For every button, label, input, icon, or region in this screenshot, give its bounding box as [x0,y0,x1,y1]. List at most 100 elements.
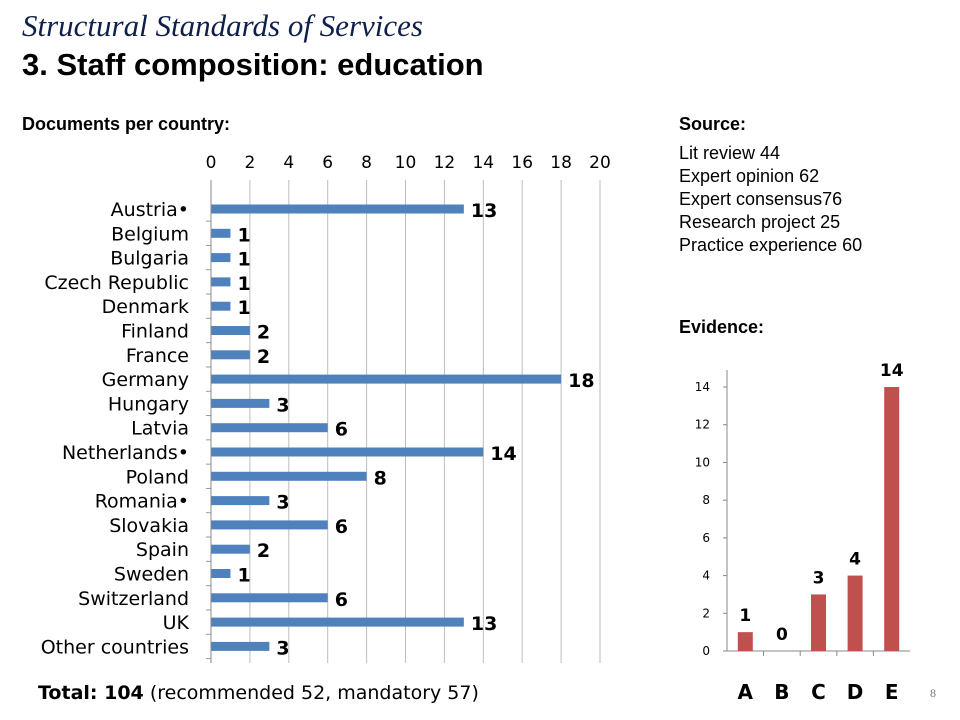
country-value-label: 14 [490,443,516,465]
country-bar [211,447,484,457]
country-bar [211,641,270,651]
country-bar [211,253,231,263]
y-tick-label: 14 [695,380,710,394]
country-bar [211,496,270,506]
evidence-category-label: B [774,680,789,704]
country-label: Germany [102,369,189,391]
x-tick-label: 6 [322,153,333,173]
country-value-label: 2 [257,322,270,344]
country-value-label: 1 [237,249,250,271]
country-value-label: 1 [237,273,250,295]
x-tick-label: 12 [434,153,456,173]
source-item: Research project 25 [679,212,841,232]
country-label: Czech Republic [44,272,189,294]
x-tick-label: 8 [361,153,372,173]
y-tick-label: 4 [702,569,710,583]
slide-title-italic: Structural Standards of Services [22,8,423,43]
source-item: Expert consensus76 [679,189,843,209]
country-bar [211,569,231,578]
country-value-label: 8 [374,467,387,489]
source-item: Lit review 44 [679,143,781,163]
country-value-label: 6 [335,589,348,611]
total-detail: (recommended 52, mandatory 57) [143,682,479,704]
country-bar [211,471,367,481]
country-value-label: 1 [237,297,250,319]
country-bar [211,228,231,238]
evidence-bar-chart: 0 2 4 6 8 10 12 14 1 A 0 B 3 C 4 D 14 E [695,361,910,704]
x-tick-label: 14 [472,153,494,173]
country-value-label: 3 [276,394,289,416]
source-item: Practice experience 60 [679,235,863,255]
country-label: Belgium [111,223,189,245]
x-tick-label: 10 [395,153,417,173]
country-value-label: 6 [335,419,348,441]
country-bar [211,593,328,603]
country-value-label: 2 [257,540,270,562]
y-tick-label: 2 [702,606,710,620]
evidence-bar [811,594,826,651]
country-label: Denmark [102,296,189,318]
country-bar [211,204,464,214]
source-heading: Source: [679,114,747,134]
evidence-bar [884,387,900,651]
y-tick-label: 10 [695,455,710,469]
country-label: UK [163,612,190,634]
evidence-bar [847,575,863,651]
country-label: Austria• [111,199,189,221]
country-bar [211,423,328,433]
country-bar [211,350,250,360]
total-line: Total: 104 (recommended 52, mandatory 57… [38,682,479,704]
country-value-label: 6 [335,516,348,538]
x-tick-label: 18 [550,153,572,173]
country-label: Hungary [108,393,189,415]
y-tick-label: 12 [695,418,710,432]
country-label: Other countries [41,636,189,658]
country-value-label: 3 [276,637,289,659]
country-value-label: 3 [276,492,289,514]
source-item: Expert opinion 62 [679,166,820,186]
country-label: Slovakia [109,515,189,537]
x-tick-label: 4 [283,153,294,173]
country-label: France [126,345,189,367]
country-label: Poland [126,466,189,488]
x-tick-label: 2 [244,153,255,173]
country-value-label: 13 [471,613,497,635]
country-value-label: 13 [471,200,497,222]
evidence-value-label: 1 [739,606,751,626]
y-tick-label: 6 [702,531,710,545]
country-label: Bulgaria [110,248,189,270]
country-label: Finland [121,321,189,343]
country-bar [211,544,250,554]
y-tick-label: 0 [702,644,710,658]
source-list: Lit review 44 Expert opinion 62 Expert c… [679,142,862,257]
x-tick-label: 0 [206,153,217,173]
evidence-category-label: C [811,680,826,704]
country-label: Latvia [131,418,189,440]
evidence-bar [737,632,753,651]
country-label: Switzerland [78,588,189,610]
evidence-value-label: 14 [880,361,904,381]
y-tick-label: 8 [702,493,710,507]
country-bar [211,277,231,287]
country-value-label: 18 [568,370,594,392]
country-bar [211,520,328,530]
country-bar [211,398,270,408]
country-value-label: 2 [257,346,270,368]
evidence-category-label: D [847,680,864,704]
evidence-value-label: 3 [813,568,825,588]
country-bar [211,301,231,311]
country-label: Sweden [114,564,189,586]
x-tick-label: 20 [589,153,611,173]
country-label: Spain [136,539,189,561]
documents-heading: Documents per country: [22,114,231,134]
country-value-label: 1 [237,224,250,246]
country-bar [211,617,464,627]
country-bar [211,374,562,384]
slide-title-main: 3. Staff composition: education [22,47,484,82]
country-label: Romania• [95,491,189,513]
country-bar [211,326,250,335]
evidence-value-label: 0 [776,625,788,645]
evidence-value-label: 4 [849,550,861,570]
